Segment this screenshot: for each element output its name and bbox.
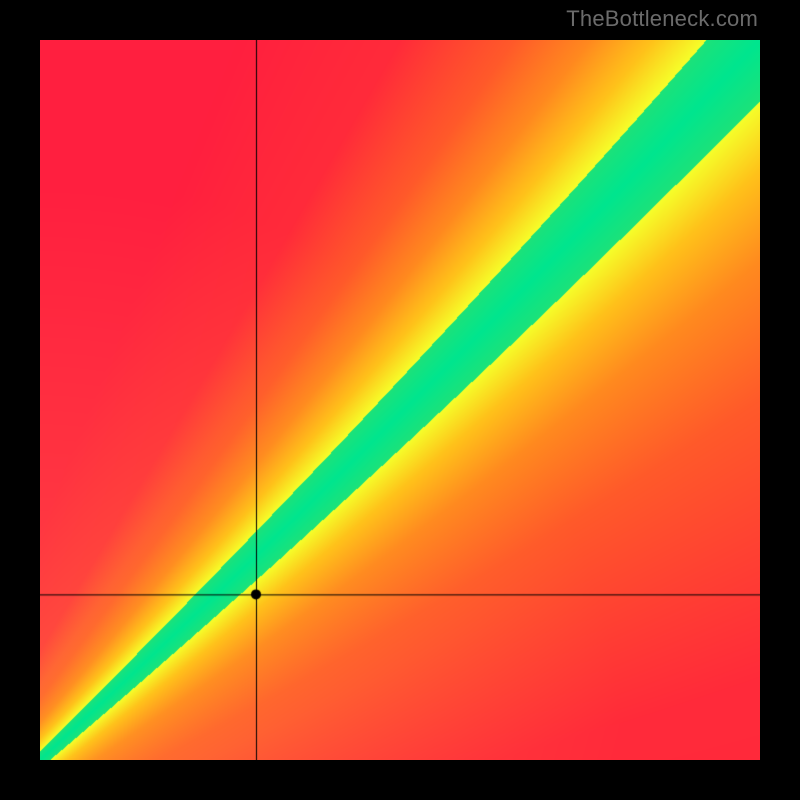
bottleneck-heatmap [40,40,760,760]
heatmap-canvas [40,40,760,760]
watermark-text: TheBottleneck.com [566,6,758,32]
